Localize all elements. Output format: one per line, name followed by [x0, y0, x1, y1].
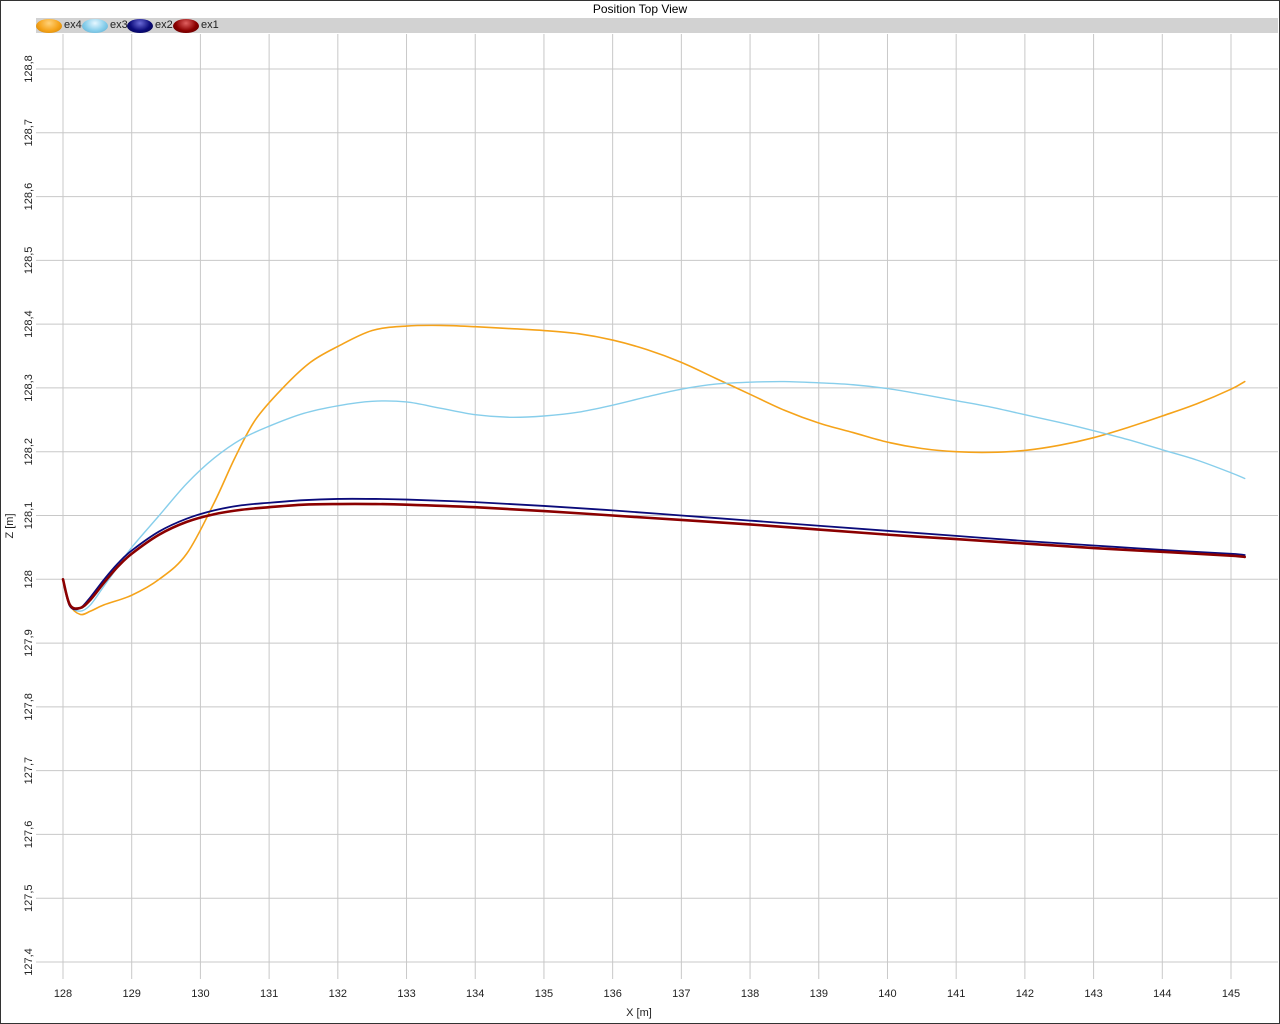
- y-tick-label: 128,6: [23, 183, 35, 211]
- x-tick-label: 128: [54, 988, 72, 1000]
- legend-item-ex1[interactable]: ex1: [173, 18, 219, 33]
- y-tick-label: 128,4: [23, 310, 35, 338]
- x-tick-label: 144: [1153, 988, 1171, 1000]
- tick-labels: 128 129 130 131 132 133 134 135 136 137 138 139 140 1…: [23, 55, 1240, 1000]
- legend-swatch-ex4: [36, 18, 62, 33]
- x-tick-label: 142: [1016, 988, 1034, 1000]
- x-tick-label: 133: [397, 988, 415, 1000]
- chart-title: Position Top View: [592, 2, 688, 16]
- legend-swatch-ex2: [127, 18, 153, 33]
- legend-item-ex3[interactable]: ex3: [82, 18, 128, 33]
- series-line-ex1: [61, 502, 1247, 610]
- legend-label-ex4: ex4: [64, 19, 82, 31]
- x-tick-label: 131: [260, 988, 278, 1000]
- y-tick-label: 128,7: [23, 119, 35, 147]
- x-tick-label: 130: [191, 988, 209, 1000]
- x-tick-label: 143: [1084, 988, 1102, 1000]
- legend-swatch-ex3: [82, 18, 108, 33]
- x-tick-label: 137: [672, 988, 690, 1000]
- legend-swatch-ex1: [173, 18, 199, 33]
- series-line-ex2: [62, 497, 1246, 611]
- y-tick-label: 128,5: [23, 247, 35, 275]
- legend-item-ex2[interactable]: ex2: [127, 18, 173, 33]
- y-tick-label: 127,8: [23, 693, 35, 721]
- series-line-ex3: [62, 380, 1246, 612]
- y-tick-label: 127,4: [23, 948, 35, 976]
- x-tick-label: 129: [123, 988, 141, 1000]
- y-axis-title: Z [m]: [4, 513, 16, 538]
- y-tick-label: 127,6: [23, 821, 35, 849]
- x-tick-label: 145: [1222, 988, 1240, 1000]
- x-tick-label: 136: [603, 988, 621, 1000]
- y-tick-label: 128,8: [23, 55, 35, 83]
- y-tick-label: 128,2: [23, 438, 35, 466]
- series-line-ex4: [62, 324, 1246, 616]
- x-tick-label: 138: [741, 988, 759, 1000]
- x-tick-label: 140: [878, 988, 896, 1000]
- y-tick-label: 128,1: [23, 502, 35, 530]
- x-tick-label: 132: [329, 988, 347, 1000]
- legend-item-ex4[interactable]: ex4: [36, 18, 82, 33]
- x-tick-label: 141: [947, 988, 965, 1000]
- y-tick-label: 127,7: [23, 757, 35, 785]
- chart-legend: ex4 ex3 ex2 ex1: [36, 18, 1278, 33]
- legend-label-ex3: ex3: [110, 19, 128, 31]
- x-axis-title: X [m]: [626, 1007, 652, 1019]
- series-lines: [61, 324, 1247, 616]
- y-tick-label: 127,9: [23, 629, 35, 657]
- y-tick-label: 128: [23, 570, 35, 588]
- y-tick-label: 127,5: [23, 884, 35, 912]
- legend-label-ex2: ex2: [155, 19, 173, 31]
- legend-label-ex1: ex1: [201, 19, 219, 31]
- y-tick-label: 128,3: [23, 374, 35, 402]
- grid: [36, 34, 1278, 979]
- x-tick-label: 135: [535, 988, 553, 1000]
- x-tick-label: 139: [810, 988, 828, 1000]
- x-tick-label: 134: [466, 988, 484, 1000]
